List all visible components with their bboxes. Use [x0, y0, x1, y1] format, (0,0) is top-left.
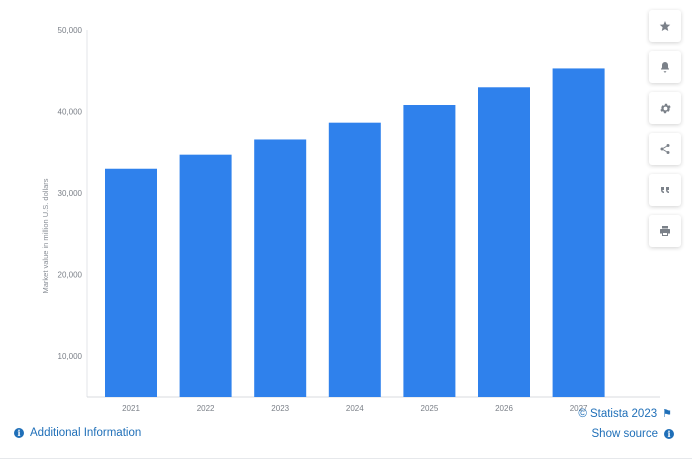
y-tick-label: 10,000: [58, 352, 83, 361]
y-axis-label: Market value in million U.S. dollars: [41, 178, 50, 293]
x-axis-ticks: 2021 2022 2023 2024 2025 2026 2027: [122, 404, 588, 413]
divider: [0, 458, 692, 459]
x-tick-label: 2021: [122, 404, 140, 413]
bar[interactable]: [179, 154, 232, 397]
print-button[interactable]: [649, 215, 681, 247]
bar[interactable]: [552, 68, 605, 397]
copyright-label: © Statista 2023: [578, 407, 658, 420]
y-tick-label: 50,000: [58, 26, 83, 35]
additional-information-link[interactable]: i Additional Information: [14, 427, 141, 439]
bar[interactable]: [403, 105, 456, 397]
show-source-link[interactable]: Show source i: [592, 428, 674, 440]
settings-button[interactable]: [649, 92, 681, 124]
share-button[interactable]: [649, 133, 681, 165]
flag-icon: ⚑: [662, 408, 672, 420]
x-tick-label: 2022: [197, 404, 215, 413]
y-tick-label: 20,000: [58, 271, 83, 280]
chart-toolbar: [649, 10, 681, 256]
bar[interactable]: [328, 122, 381, 397]
y-tick-label: 30,000: [58, 189, 83, 198]
additional-information-label: Additional Information: [30, 427, 142, 439]
print-icon: [660, 226, 670, 236]
favorite-button[interactable]: [649, 10, 681, 42]
bell-icon: [661, 62, 669, 73]
copyright-link[interactable]: © Statista 2023 ⚑: [578, 407, 672, 421]
cite-button[interactable]: [649, 174, 681, 206]
bar[interactable]: [105, 168, 157, 397]
show-source-label: Show source: [591, 428, 658, 440]
y-tick-label: 40,000: [58, 108, 83, 117]
bars-group: [105, 68, 605, 398]
x-tick-label: 2027: [570, 404, 588, 413]
info-icon: i: [664, 429, 674, 439]
gear-icon: [659, 103, 671, 113]
share-icon: [660, 144, 670, 154]
bar[interactable]: [478, 87, 530, 398]
x-tick-label: 2026: [495, 404, 513, 413]
x-tick-label: 2023: [271, 404, 289, 413]
x-tick-label: 2024: [346, 404, 364, 413]
notification-button[interactable]: [649, 51, 681, 83]
x-tick-label: 2025: [421, 404, 439, 413]
info-icon: i: [14, 428, 24, 438]
star-icon: [659, 21, 671, 31]
bar[interactable]: [254, 139, 307, 397]
quote-icon: [661, 187, 669, 193]
y-axis-ticks: 10,000 20,000 30,000 40,000 50,000: [58, 26, 83, 361]
